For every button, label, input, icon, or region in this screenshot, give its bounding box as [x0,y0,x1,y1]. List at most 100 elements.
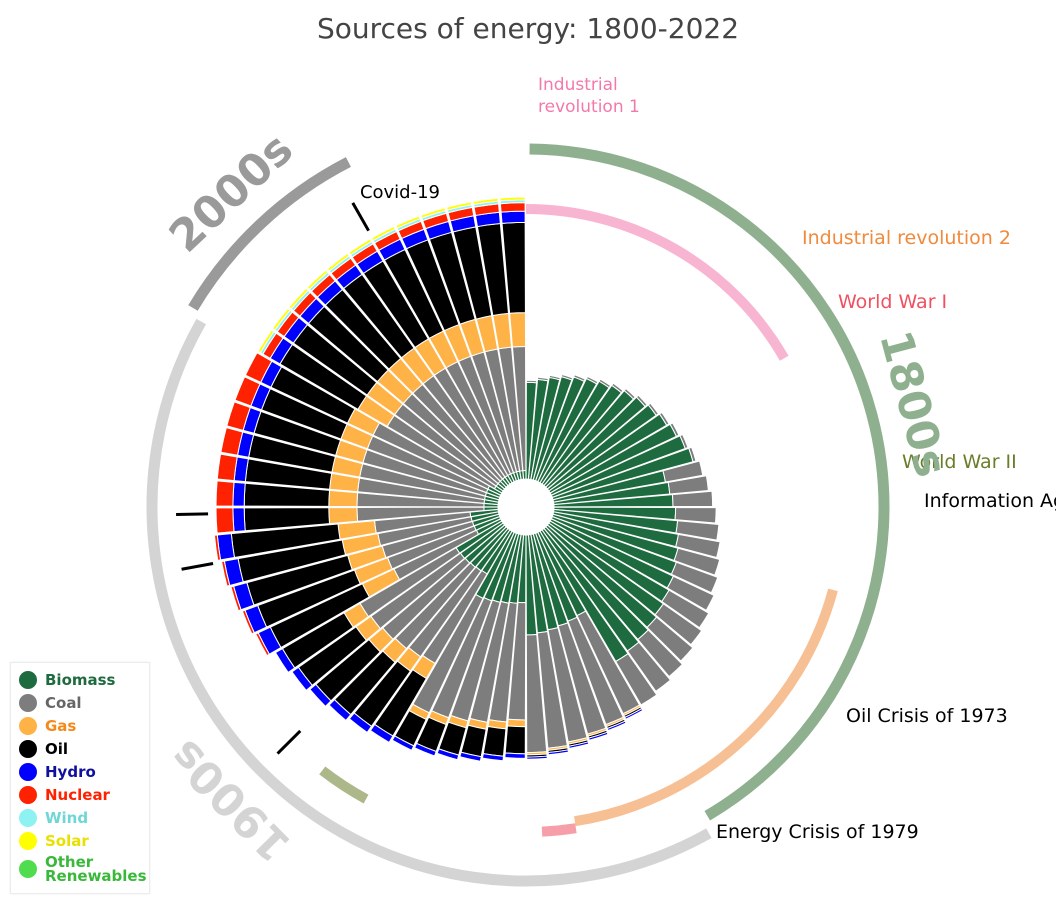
legend-label: Coal [45,694,82,712]
bar-segment-hydro [459,751,482,762]
bar-segment-hydro [606,720,627,732]
bar-segment-hydro [526,755,548,760]
legend-swatch [19,860,37,878]
event-label-1: Industrial revolution 2 [802,227,1011,249]
bar-segment-gas [328,489,359,507]
legend-item: Biomass [19,671,116,689]
legend-label: Hydro [45,763,96,781]
chart-title: Sources of energy: 1800-2022 [316,12,740,45]
bar-segment-hydro [369,723,394,744]
event-band-3 [319,766,369,804]
bar-segment-hydro [547,749,570,756]
decade-ring-1900s [146,318,712,887]
event-band-0 [525,204,789,361]
bar-segment-coal [585,375,599,385]
bar-segment-coal [598,378,612,389]
bar-segment-hydro [481,753,504,762]
bar-segment-hydro [391,735,415,751]
event-marker-2 [176,512,209,517]
bar-segment-coal [671,490,714,508]
legend-item: Wind [19,809,88,827]
bar-segment-coal [537,376,549,382]
bar-segment-hydro [624,707,644,720]
bar-segment-solar [420,207,447,219]
bar-segment-nuclear [230,585,242,612]
bar-segment-solar [257,329,275,354]
event-marker-1 [181,562,214,571]
chart-legend: Biomass Coal Gas Oil Hydro Nuclear Wind Solar Ot… [10,662,150,894]
legend-item: Hydro [19,763,96,781]
bar-segment-coal [679,433,689,450]
bar-segment-solar [371,225,397,242]
bar-segment-coal [675,533,721,559]
bar-segment-coal [674,506,717,524]
decade-ring-2000s [188,157,351,311]
bar-segment-coal [647,402,660,416]
legend-swatch [19,763,37,781]
legend-item: Nuclear [19,786,110,804]
bar-segment-nuclear [215,480,235,507]
bar-segment-nuclear [213,534,222,561]
bar-segment-solar [306,269,329,290]
legend-label: Oil [45,740,69,758]
decade-ring-1800s [529,143,890,821]
bar-segment-solar [446,201,473,211]
event-label-5: Oil Crisis of 1973 [846,705,1008,727]
legend-item: Coal [19,694,82,712]
bar-segment-hydro [413,742,437,757]
bar-segment-nuclear [221,560,231,587]
bar-segment-coal [670,561,719,594]
decade-label-2000s: 2000s [160,124,303,263]
bar-segment-solar [472,197,499,205]
bar-segment-nuclear [220,427,244,456]
event-label-2: World War I [838,291,947,313]
event-band-1 [574,588,838,827]
bar-segment-coal [673,547,721,576]
event-marker-0 [276,729,302,755]
bar-segment-gas [506,718,526,728]
bar-segment-coal [667,475,709,495]
bar-segment-coal [654,603,703,646]
bar-segment-hydro [588,731,609,741]
bar-segment-coal [646,616,694,662]
bar-segment-coal [623,387,636,400]
bar-segment-coal [669,422,680,437]
bar-segment-coal [662,460,704,483]
bar-segment-gas [509,312,527,348]
legend-swatch [19,809,37,827]
bar-segment-hydro [232,507,246,533]
event-label-6: Energy Crisis of 1979 [716,821,919,843]
bar-segment-coal [637,629,684,678]
legend-item: Solar [19,832,89,850]
bar-segment-biomass [483,506,499,512]
bar-segment-nuclear [241,609,255,635]
bar-segment-nuclear [244,352,273,384]
legend-label: Nuclear [45,786,110,804]
bar-segment-solar [499,196,526,202]
event-label-4: Information Age [924,490,1056,512]
bar-segment-nuclear [234,376,261,407]
bar-segment-coal [661,589,710,629]
bar-segment-coal [658,411,670,426]
legend-item: Oil [19,740,68,758]
bar-segment-nuclear [216,453,238,482]
bar-segment-oil [482,725,507,757]
bar-segment-solar [288,287,309,310]
event-band-2 [541,823,577,837]
event-marker-3 [351,202,370,232]
bar-segment-solar [348,238,373,256]
bar-segment-hydro [328,698,352,722]
legend-item: Other Renewables [19,855,149,884]
bar-segment-biomass [522,470,527,480]
bar-segment-coal [626,641,672,692]
bar-segment-solar [326,252,350,272]
legend-swatch [19,832,37,850]
bar-segment-coal [675,520,720,541]
bar-segment-coal [560,373,574,381]
bar-segment-hydro [568,741,590,749]
legend-label: Wind [45,809,89,827]
bar-segment-nuclear [255,632,270,657]
legend-swatch [19,671,37,689]
